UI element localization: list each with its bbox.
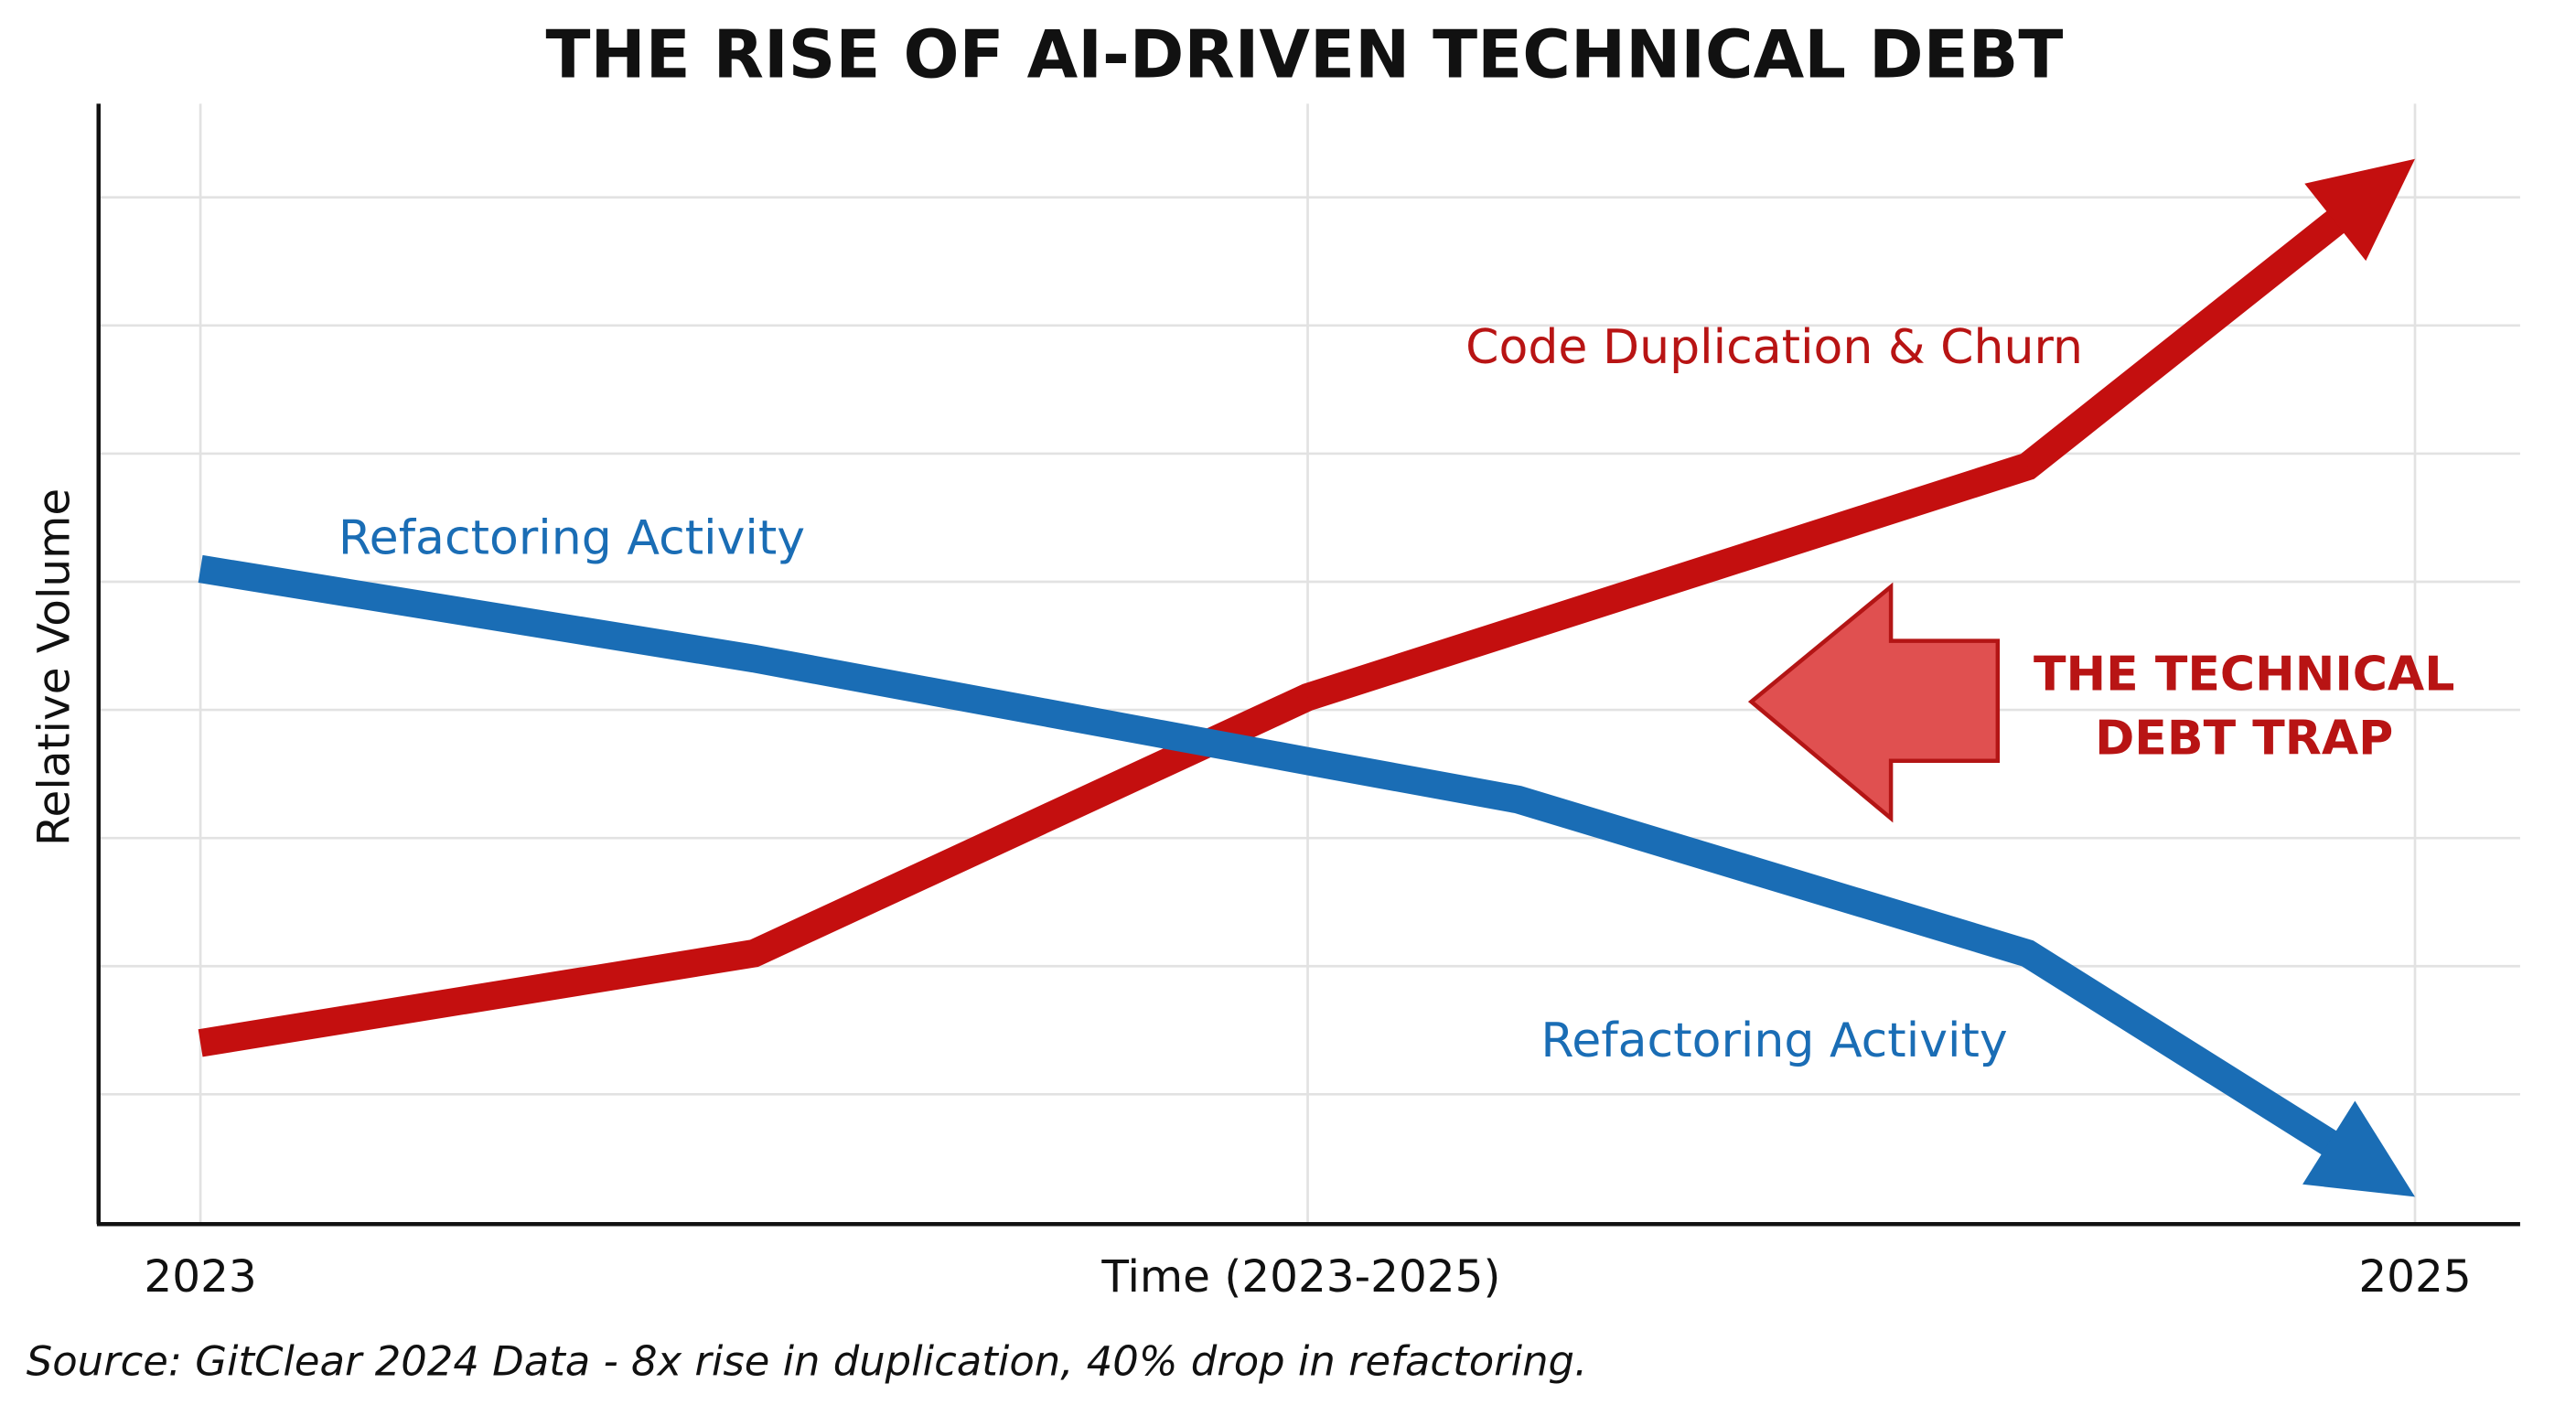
x-tick-2025: 2025 — [2358, 1251, 2471, 1303]
label-code-duplication: Code Duplication & Churn — [1465, 320, 2083, 375]
chart-title: THE RISE OF AI-DRIVEN TECHNICAL DEBT — [545, 16, 2063, 93]
x-axis-label: Time (2023-2025) — [1100, 1251, 1500, 1303]
x-tick-2023: 2023 — [144, 1251, 256, 1303]
source-note: Source: GitClear 2024 Data - 8x rise in … — [27, 1336, 1588, 1385]
series-refactoring-arrowhead-icon — [2302, 1100, 2415, 1197]
annotation-line2: DEBT TRAP — [2095, 712, 2393, 767]
series-code-duplication-arrowhead-icon — [2304, 158, 2415, 262]
gridlines — [98, 103, 2520, 1225]
label-refactoring-top: Refactoring Activity — [338, 510, 805, 565]
label-refactoring-bottom: Refactoring Activity — [1540, 1014, 2007, 1068]
trap-arrow-icon — [1747, 582, 2001, 823]
annotation-line1: THE TECHNICAL — [2034, 648, 2454, 702]
series-refactoring-line — [198, 554, 2342, 1158]
y-axis-label: Relative Volume — [28, 488, 80, 846]
